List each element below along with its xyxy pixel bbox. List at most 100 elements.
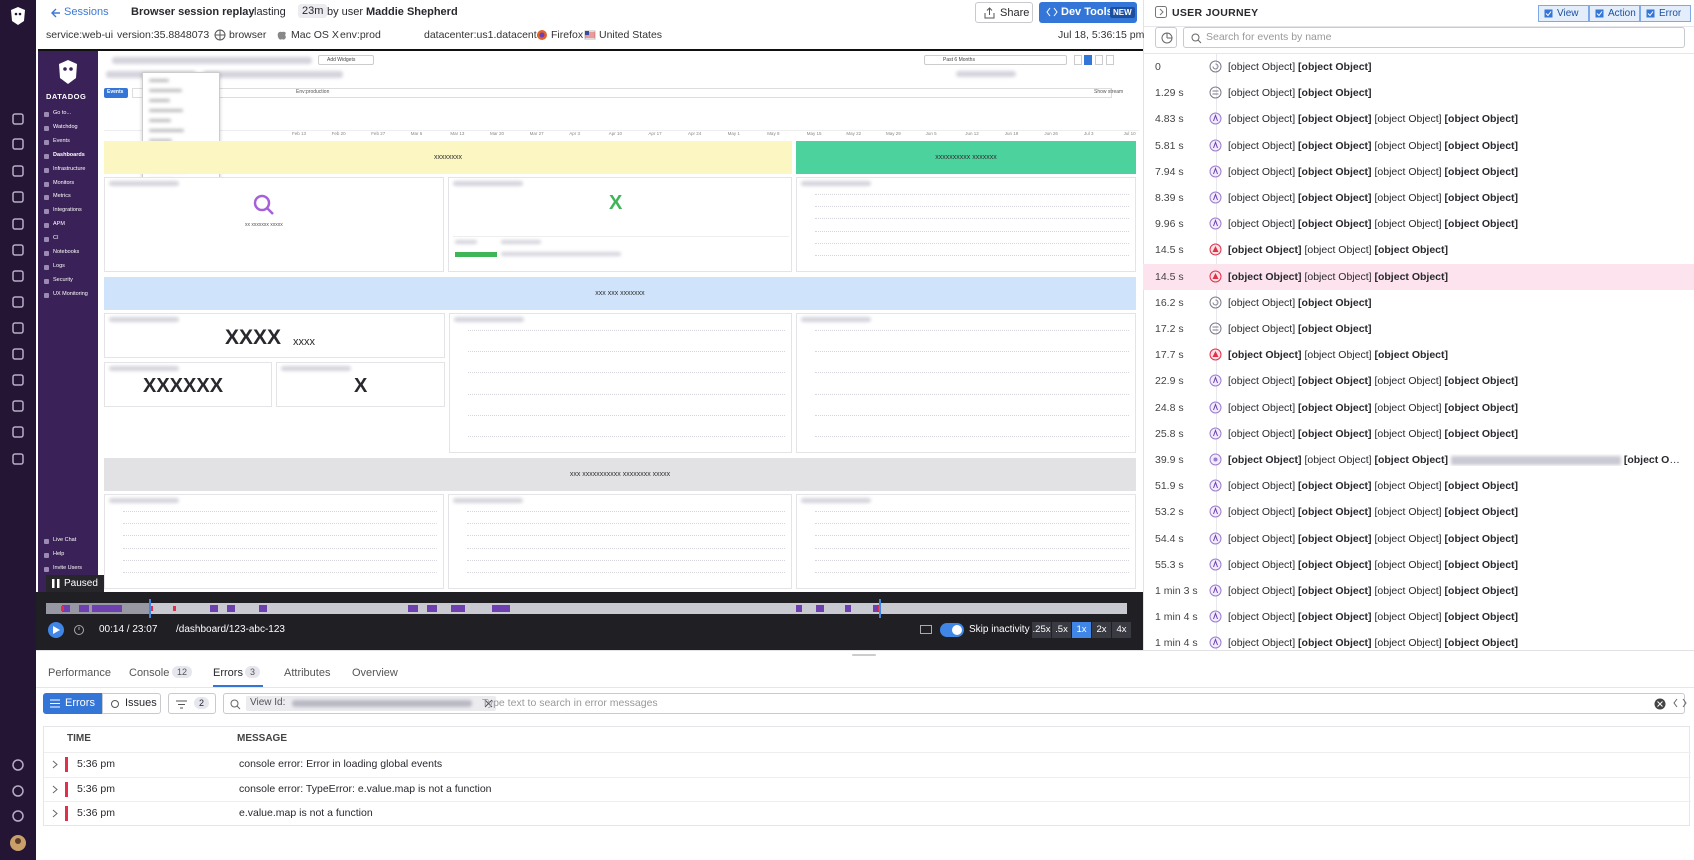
journey-event[interactable]: 5.81 s [object Object] [object Object] [o… [1143, 133, 1694, 159]
divider [1143, 0, 1144, 650]
speed-button[interactable]: 1x [1072, 622, 1091, 638]
speed-label: .25x [1032, 624, 1051, 635]
widget [104, 494, 444, 589]
nav-icon [12, 810, 24, 822]
skip-label: Skip inactivity [969, 624, 1030, 635]
filter-label: Action [1608, 8, 1636, 19]
journey-event[interactable]: 55.3 s [object Object] [object Object] [o… [1143, 552, 1694, 578]
section-title: xxxxxxxx [434, 153, 462, 161]
tab[interactable]: Attributes [284, 667, 331, 679]
redacted [203, 71, 343, 78]
event-icon [1209, 610, 1222, 623]
severity-bar [65, 757, 68, 772]
journey-event[interactable]: 14.5 s [object Object] [object Object] [o… [1143, 263, 1694, 290]
error-message[interactable]: e.value.map is not a function [239, 807, 373, 819]
journey-event[interactable]: 22.9 s [object Object] [object Object] [o… [1143, 368, 1694, 394]
issues-toggle[interactable]: Issues [102, 693, 161, 714]
axis-label: May 15 [806, 131, 822, 136]
timeline-event [451, 605, 465, 612]
event-part: [object Object] [1374, 244, 1448, 257]
time-range: Past 6 Months [924, 55, 1067, 65]
journey-event[interactable]: 24.8 s [object Object] [object Object] [o… [1143, 395, 1694, 421]
journey-event[interactable]: 53.2 s [object Object] [object Object] [o… [1143, 499, 1694, 525]
journey-event[interactable]: 1.29 s [object Object] [object Object] [1143, 80, 1694, 106]
journey-event[interactable]: 9.96 s [object Object] [object Object] [o… [1143, 211, 1694, 237]
tab[interactable]: Performance [48, 667, 111, 679]
journey-event[interactable]: 8.39 s [object Object] [object Object] [o… [1143, 185, 1694, 211]
skip-toggle[interactable] [940, 623, 964, 637]
play-button[interactable] [48, 622, 64, 638]
tab[interactable]: Overview [352, 667, 398, 679]
speed-button[interactable]: .5x [1052, 622, 1071, 638]
section-title: xxx xxxxxxxxxxx xxxxxxxx xxxxx [569, 470, 671, 478]
journey-event[interactable]: 17.2 s [object Object] [object Object] [1143, 316, 1694, 342]
journey-event[interactable]: 14.5 s [object Object] [object Object] [o… [1143, 237, 1694, 263]
speed-button[interactable]: .25x [1032, 622, 1051, 638]
event-part: [object Object] [1228, 454, 1302, 466]
journey-filter[interactable]: View [1538, 5, 1589, 22]
journey-event[interactable]: 25.8 s [object Object] [object Object] [o… [1143, 421, 1694, 447]
journey-event[interactable]: 39.9 s [object Object] [object Object] [o… [1143, 447, 1694, 473]
event-part: [object Object] [1298, 611, 1372, 624]
timeline-event [92, 605, 122, 612]
nav-icon [12, 322, 24, 334]
search-icon [230, 699, 241, 710]
errors-toggle[interactable]: Errors [43, 693, 102, 714]
dev-tools-button[interactable]: Dev Tools NEW [1039, 2, 1137, 23]
axis-label: Feb 20 [331, 131, 346, 136]
event-part: [object Object] [1228, 401, 1296, 414]
replay-nav-item: Go to... [53, 110, 72, 116]
journey-event[interactable]: 7.94 s [object Object] [object Object] [o… [1143, 159, 1694, 185]
error-time[interactable]: 5:36 pm [77, 807, 115, 819]
share-button[interactable]: Share [975, 2, 1033, 23]
filter-label: Error [1659, 8, 1682, 19]
filter-button[interactable]: 2 [168, 693, 216, 714]
journey-event[interactable]: 1 min 4 s [object Object] [object Object]… [1143, 604, 1694, 630]
chip-close [484, 699, 493, 708]
error-time[interactable]: 5:36 pm [77, 782, 115, 795]
event-part: [object Object] [1298, 375, 1372, 388]
journey-event[interactable]: 4.83 s [object Object] [object Object] [o… [1143, 106, 1694, 132]
env-filter: Env:production [296, 89, 330, 95]
speed-button[interactable]: 2x [1092, 622, 1111, 638]
filter-count: 2 [194, 697, 210, 709]
journey-event[interactable]: 54.4 s [object Object] [object Object] [o… [1143, 526, 1694, 552]
section-title: xxxxxxxxxx xxxxxxx [935, 153, 997, 161]
axis-label: May 8 [767, 131, 780, 136]
error-message[interactable]: console error: TypeError: e.value.map is… [239, 782, 492, 795]
view-toggle[interactable] [1155, 27, 1177, 48]
event-part: [object Object] [1374, 270, 1448, 283]
journey-filter[interactable]: Error [1640, 5, 1691, 22]
journey-search[interactable]: Search for events by name [1183, 27, 1685, 48]
error-message[interactable]: console error: Error in loading global e… [239, 758, 443, 770]
journey-event[interactable]: 1 min 4 s [object Object] [object Object]… [1143, 630, 1694, 656]
logo [11, 7, 25, 25]
journey-event[interactable]: 0 [object Object] [object Object] [1143, 54, 1694, 80]
journey-event[interactable]: 51.9 s [object Object] [object Object] [o… [1143, 473, 1694, 499]
speed-button[interactable]: 4x [1112, 622, 1131, 638]
event-axis [104, 130, 1139, 131]
row-rule [44, 776, 1691, 778]
event-time: 14.5 s [1155, 244, 1184, 257]
back-link[interactable]: Sessions [64, 6, 109, 18]
tab[interactable]: Console [129, 667, 170, 679]
event-part: [object Object] [1298, 427, 1372, 440]
big-unit: xxxx [293, 336, 315, 348]
redacted [453, 498, 523, 503]
tag-icon [584, 30, 596, 40]
journey-event[interactable]: 1 min 3 s [object Object] [object Object]… [1143, 578, 1694, 604]
replay-nav-icon [44, 567, 49, 572]
error-search[interactable]: View Id: Type text to search in error mes… [223, 693, 1685, 714]
error-time[interactable]: 5:36 pm [77, 758, 115, 770]
tab[interactable]: Errors [213, 667, 243, 679]
event-part: [object Object] [1228, 506, 1296, 519]
journey-event[interactable]: 16.2 s [object Object] [object Object] [1143, 290, 1694, 316]
event-time: 16.2 s [1155, 296, 1184, 309]
event-time: 53.2 s [1155, 506, 1184, 519]
grid-line [815, 351, 1129, 353]
grid-line [123, 535, 437, 537]
event-part: [object Object] [1374, 637, 1442, 650]
journey-event[interactable]: 17.7 s [object Object] [object Object] [o… [1143, 342, 1694, 368]
journey-filter[interactable]: Action [1589, 5, 1640, 22]
timeline[interactable] [46, 599, 1127, 618]
